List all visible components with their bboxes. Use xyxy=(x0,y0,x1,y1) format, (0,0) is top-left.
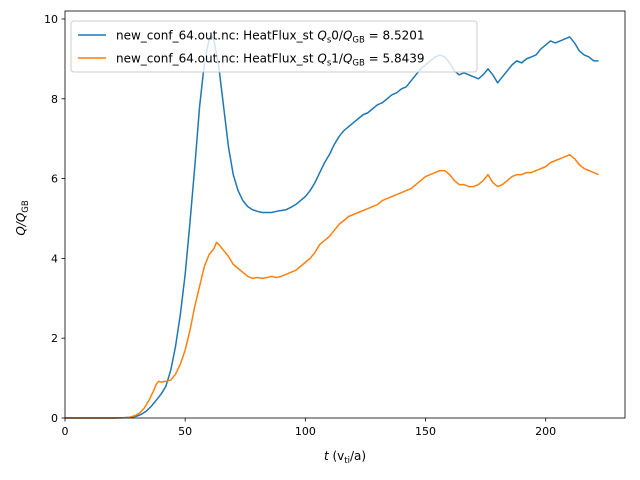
x-tick-label: 50 xyxy=(178,425,192,438)
legend-label-series-0: new_conf_64.out.nc: HeatFlux_st Qs0/QGB … xyxy=(116,29,425,46)
x-tick-label: 0 xyxy=(62,425,69,438)
series-line-0 xyxy=(65,34,599,419)
legend-frame xyxy=(70,20,478,73)
y-tick-label: 10 xyxy=(44,13,58,26)
y-axis-label: Q/QGB xyxy=(14,200,31,236)
series-layer xyxy=(65,34,599,419)
x-tick-label: 200 xyxy=(535,425,556,438)
y-tick-label: 4 xyxy=(51,252,58,265)
y-tick-label: 0 xyxy=(51,412,58,425)
legend-label-series-1: new_conf_64.out.nc: HeatFlux_st Qs1/QGB … xyxy=(116,52,425,69)
legend: new_conf_64.out.nc: HeatFlux_st Qs0/QGB … xyxy=(70,20,478,73)
x-axis-label: t (vti/a) xyxy=(324,449,366,466)
series-line-1 xyxy=(65,153,599,419)
axes-frame xyxy=(64,10,626,419)
y-tick-label: 8 xyxy=(51,93,58,106)
x-tick-label: 150 xyxy=(415,425,436,438)
y-axis-ticks: 0 2 4 6 8 10 xyxy=(44,13,65,425)
x-tick-label: 100 xyxy=(295,425,316,438)
x-axis-ticks: 0 50 100 150 200 xyxy=(62,418,556,438)
y-tick-label: 2 xyxy=(51,332,58,345)
y-tick-label: 6 xyxy=(51,173,58,186)
